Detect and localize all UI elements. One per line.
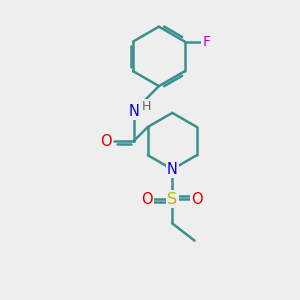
Text: O: O <box>142 191 153 206</box>
Text: O: O <box>100 134 112 148</box>
Text: N: N <box>128 104 139 119</box>
Text: F: F <box>202 34 210 49</box>
Text: N: N <box>167 162 178 177</box>
Text: O: O <box>191 191 203 206</box>
Text: S: S <box>167 191 177 206</box>
Text: H: H <box>141 100 151 112</box>
